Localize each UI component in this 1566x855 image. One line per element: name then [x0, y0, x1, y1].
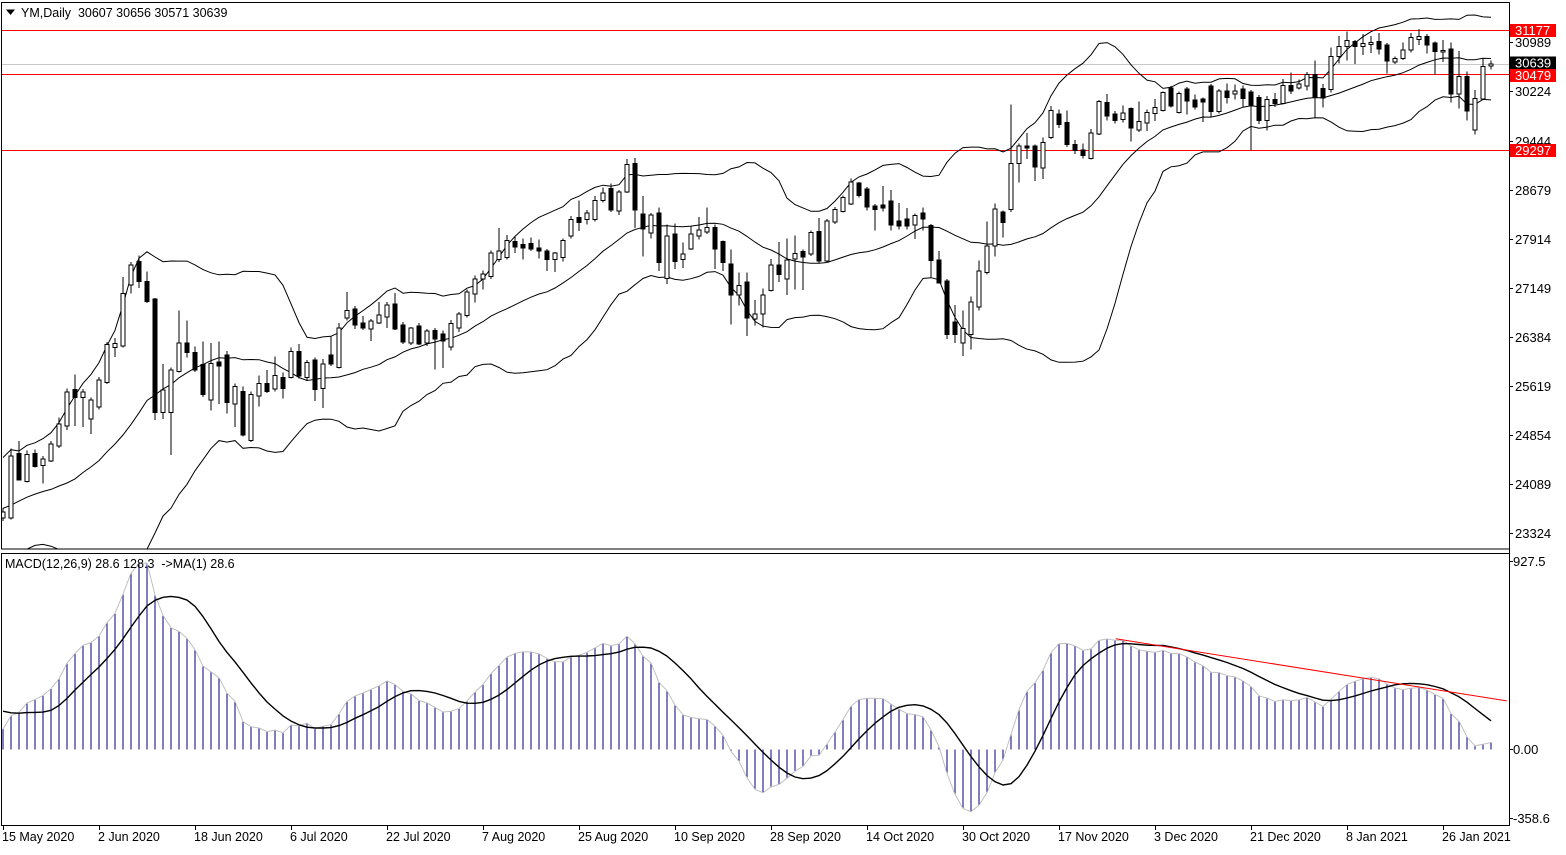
svg-text:30989: 30989	[1515, 35, 1551, 50]
svg-text:6 Jul 2020: 6 Jul 2020	[290, 830, 348, 844]
svg-text:3 Dec 2020: 3 Dec 2020	[1154, 830, 1218, 844]
svg-text:-358.6: -358.6	[1513, 811, 1550, 826]
svg-text:26 Jan 2021: 26 Jan 2021	[1442, 830, 1511, 844]
svg-text:27914: 27914	[1515, 232, 1551, 247]
svg-text:21 Dec 2020: 21 Dec 2020	[1250, 830, 1321, 844]
svg-text:23324: 23324	[1515, 526, 1551, 541]
svg-text:YM,Daily 30607 30656 30571 30: YM,Daily 30607 30656 30571 30639	[21, 6, 227, 20]
svg-text:30639: 30639	[1515, 55, 1551, 70]
svg-text:0.00: 0.00	[1513, 742, 1538, 757]
svg-text:24854: 24854	[1515, 428, 1551, 443]
svg-text:28679: 28679	[1515, 183, 1551, 198]
svg-text:17 Nov 2020: 17 Nov 2020	[1058, 830, 1129, 844]
svg-text:10 Sep 2020: 10 Sep 2020	[674, 830, 745, 844]
svg-text:22 Jul 2020: 22 Jul 2020	[386, 830, 451, 844]
svg-text:15 May 2020: 15 May 2020	[2, 830, 74, 844]
svg-text:14 Oct 2020: 14 Oct 2020	[866, 830, 934, 844]
svg-text:30 Oct 2020: 30 Oct 2020	[962, 830, 1030, 844]
svg-text:18 Jun 2020: 18 Jun 2020	[194, 830, 263, 844]
svg-text:7 Aug 2020: 7 Aug 2020	[482, 830, 545, 844]
svg-text:927.5: 927.5	[1513, 554, 1546, 569]
svg-text:2 Jun 2020: 2 Jun 2020	[98, 830, 160, 844]
svg-text:8 Jan 2021: 8 Jan 2021	[1346, 830, 1408, 844]
svg-text:25 Aug 2020: 25 Aug 2020	[578, 830, 648, 844]
svg-text:MACD(12,26,9) 28.6 128.3 ->MA: MACD(12,26,9) 28.6 128.3 ->MA(1) 28.6	[5, 557, 235, 571]
svg-text:28 Sep 2020: 28 Sep 2020	[770, 830, 841, 844]
svg-text:31177: 31177	[1515, 23, 1550, 38]
svg-text:27149: 27149	[1515, 281, 1551, 296]
svg-text:26384: 26384	[1515, 330, 1551, 345]
svg-text:30224: 30224	[1515, 84, 1551, 99]
svg-text:30479: 30479	[1515, 68, 1551, 83]
svg-text:24089: 24089	[1515, 477, 1551, 492]
svg-text:29297: 29297	[1515, 143, 1551, 158]
svg-text:25619: 25619	[1515, 379, 1551, 394]
